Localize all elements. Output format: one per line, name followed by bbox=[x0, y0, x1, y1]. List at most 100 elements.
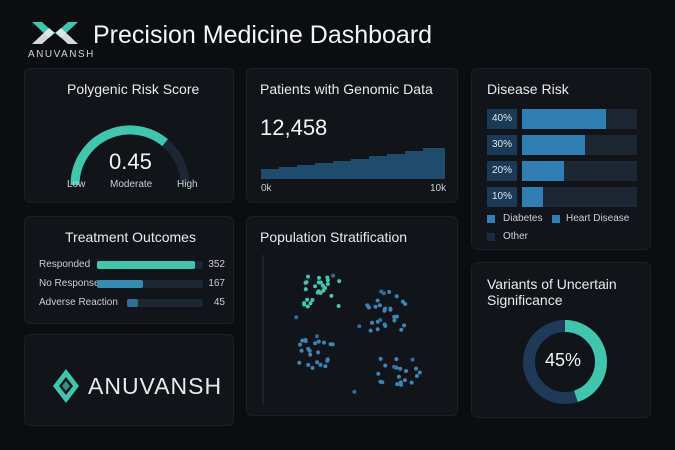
scatter-point bbox=[375, 298, 380, 303]
patients-title: Patients with Genomic Data bbox=[260, 81, 433, 97]
scatter-point bbox=[306, 362, 311, 367]
vus-donut-fill bbox=[523, 320, 607, 404]
scatter-point bbox=[303, 287, 308, 292]
scatter-point bbox=[380, 380, 385, 385]
vus-title-line1: Variants of Uncertain bbox=[487, 276, 617, 292]
scatter-point bbox=[307, 348, 312, 353]
prs-label-moderate: Moderate bbox=[110, 179, 153, 190]
card-patients-genomic-data[interactable]: Patients with Genomic Data 12,458 0k 10k bbox=[246, 68, 458, 203]
prs-gauge-fill bbox=[70, 125, 168, 186]
card-disease-risk[interactable]: Disease Risk 40% 30% 20% 10% Diabetes Heart… bbox=[471, 68, 651, 250]
vus-value: 45% bbox=[545, 350, 582, 370]
disease-row-bar-fill bbox=[522, 109, 606, 129]
anuvansh-brand-icon bbox=[53, 369, 79, 403]
scatter-point bbox=[325, 282, 330, 286]
scatter-point bbox=[414, 374, 419, 378]
treatment-row-bar[interactable] bbox=[97, 261, 203, 269]
scatter-point bbox=[400, 299, 405, 304]
disease-row-bar[interactable] bbox=[522, 187, 637, 207]
scatter-point bbox=[313, 284, 318, 289]
treatment-row-bar-fill bbox=[127, 299, 138, 307]
scatter-point bbox=[409, 380, 414, 385]
scatter-point bbox=[316, 350, 321, 355]
disease-row-label: 40% bbox=[487, 109, 517, 129]
legend-swatch-diabetes bbox=[487, 214, 495, 223]
legend-swatch-other bbox=[487, 232, 495, 241]
dashboard-header: ANUVANSH Precision Medicine Dashboard bbox=[26, 14, 646, 62]
scatter-point bbox=[294, 315, 299, 320]
scatter-point bbox=[322, 340, 326, 345]
scatter-point bbox=[317, 275, 321, 280]
brand-name: ANUVANSH bbox=[88, 373, 223, 399]
population-title: Population Stratification bbox=[260, 229, 408, 245]
scatter-point bbox=[297, 360, 302, 365]
scatter-point bbox=[329, 293, 334, 298]
page-title: Precision Medicine Dashboard bbox=[93, 21, 433, 49]
scatter-point bbox=[315, 290, 320, 295]
treatment-row-label: Adverse Reaction bbox=[39, 297, 118, 308]
patients-count: 12,458 bbox=[260, 115, 328, 140]
card-vus[interactable]: Variants of Uncertain Significance 45% bbox=[471, 262, 651, 418]
scatter-point bbox=[399, 382, 403, 387]
scatter-point bbox=[298, 342, 302, 347]
scatter-point bbox=[381, 291, 386, 296]
scatter-point bbox=[325, 278, 330, 283]
scatter-point bbox=[394, 314, 399, 319]
prs-value: 0.45 bbox=[109, 149, 152, 174]
scatter-point bbox=[402, 323, 407, 328]
treatment-row-label: Responded bbox=[39, 259, 91, 270]
disease-row-bar-fill bbox=[522, 135, 585, 155]
disease-row-bar[interactable] bbox=[522, 109, 637, 129]
legend-item-diabetes[interactable]: Diabetes bbox=[487, 213, 542, 224]
disease-title: Disease Risk bbox=[487, 81, 569, 97]
scatter-point bbox=[310, 365, 315, 370]
scatter-point bbox=[375, 327, 380, 332]
legend-item-other[interactable]: Other bbox=[487, 231, 528, 242]
scatter-point bbox=[325, 357, 330, 362]
treatment-title: Treatment Outcomes bbox=[65, 229, 196, 245]
card-treatment-outcomes[interactable]: Treatment Outcomes Responded 352 No Respon… bbox=[24, 216, 234, 324]
scatter-point bbox=[378, 318, 383, 322]
scatter-point bbox=[378, 356, 383, 361]
scatter-point bbox=[370, 320, 374, 325]
card-brand: ANUVANSH bbox=[24, 334, 234, 426]
scatter-point bbox=[395, 382, 400, 387]
scatter-point bbox=[402, 378, 407, 383]
scatter-point bbox=[373, 304, 378, 309]
scatter-point bbox=[417, 370, 422, 375]
scatter-point bbox=[300, 338, 305, 343]
patients-step-chart bbox=[261, 148, 445, 179]
disease-row-label: 30% bbox=[487, 135, 517, 155]
disease-row-bar[interactable] bbox=[522, 135, 637, 155]
disease-row-bar[interactable] bbox=[522, 161, 637, 181]
scatter-point bbox=[318, 362, 323, 367]
scatter-point bbox=[310, 298, 315, 302]
scatter-point bbox=[376, 371, 381, 376]
treatment-row-bar-fill bbox=[97, 261, 195, 269]
scatter-point bbox=[387, 290, 392, 294]
scatter-point bbox=[308, 301, 313, 306]
disease-row-bar-fill bbox=[522, 187, 543, 207]
scatter-point bbox=[299, 348, 304, 353]
treatment-row-value: 352 bbox=[208, 259, 225, 270]
scatter-point bbox=[365, 303, 370, 308]
scatter-point bbox=[337, 279, 342, 284]
prs-gauge bbox=[70, 125, 190, 186]
disease-row-label: 10% bbox=[487, 187, 517, 207]
scatter-point bbox=[316, 339, 321, 344]
scatter-point bbox=[305, 297, 310, 302]
scatter-point bbox=[315, 360, 320, 365]
scatter-point bbox=[394, 294, 399, 299]
scatter-point bbox=[305, 304, 310, 309]
scatter-point bbox=[302, 302, 307, 307]
treatment-row-bar[interactable] bbox=[97, 280, 203, 288]
treatment-row-bar[interactable] bbox=[127, 299, 203, 307]
prs-label-low: Low bbox=[67, 179, 86, 190]
legend-item-heart-disease[interactable]: Heart Disease bbox=[552, 213, 629, 224]
prs-title: Polygenic Risk Score bbox=[67, 81, 200, 97]
card-population-stratification[interactable]: Population Stratification bbox=[246, 216, 458, 416]
card-polygenic-risk-score[interactable]: Polygenic Risk Score 0.45 Low Moderate H… bbox=[24, 68, 234, 203]
scatter-point bbox=[399, 327, 404, 332]
disease-row-bar-fill bbox=[522, 161, 564, 181]
scatter-point bbox=[383, 306, 387, 311]
